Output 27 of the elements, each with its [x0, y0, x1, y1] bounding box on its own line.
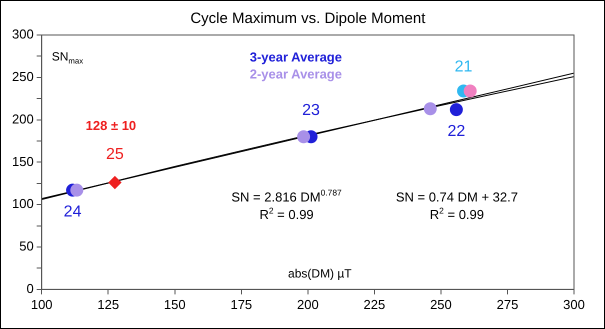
annotation: 128 ± 10: [86, 118, 136, 134]
x-tick-label: 200: [296, 296, 319, 312]
annotation: 24: [64, 204, 82, 221]
x-tick-label: 300: [563, 296, 585, 312]
x-tick-label: 225: [364, 296, 386, 312]
x-tick-label: 100: [30, 296, 53, 312]
x-tick-label: 175: [230, 296, 252, 312]
y-tick-label: 150: [12, 154, 34, 169]
annotation: SN = 0.74 DM + 32.7: [396, 189, 518, 204]
x-axis-title: abs(DM) µT: [288, 266, 352, 281]
text: 3-year Average: [250, 50, 342, 65]
text: 2-year Average: [250, 66, 342, 82]
x-tick-label: 275: [496, 296, 518, 312]
y-tick-label: 200: [12, 111, 34, 126]
y-tick-label: 50: [19, 238, 34, 254]
x-tick-label: 125: [97, 296, 120, 312]
x-tick-label: 250: [430, 296, 452, 312]
y-tick-label: 100: [12, 196, 34, 212]
annotation: 25: [106, 146, 124, 163]
y-tick-label: 300: [12, 26, 34, 42]
y-tick-label: 250: [12, 68, 34, 84]
x-tick-label: 150: [164, 296, 186, 312]
y-tick-label: 0: [26, 280, 34, 296]
annotation: 23: [302, 102, 320, 120]
annotation: 22: [447, 123, 466, 140]
annotation: 21: [454, 58, 473, 76]
chart-title: Cycle Maximum vs. Dipole Moment: [190, 10, 426, 28]
